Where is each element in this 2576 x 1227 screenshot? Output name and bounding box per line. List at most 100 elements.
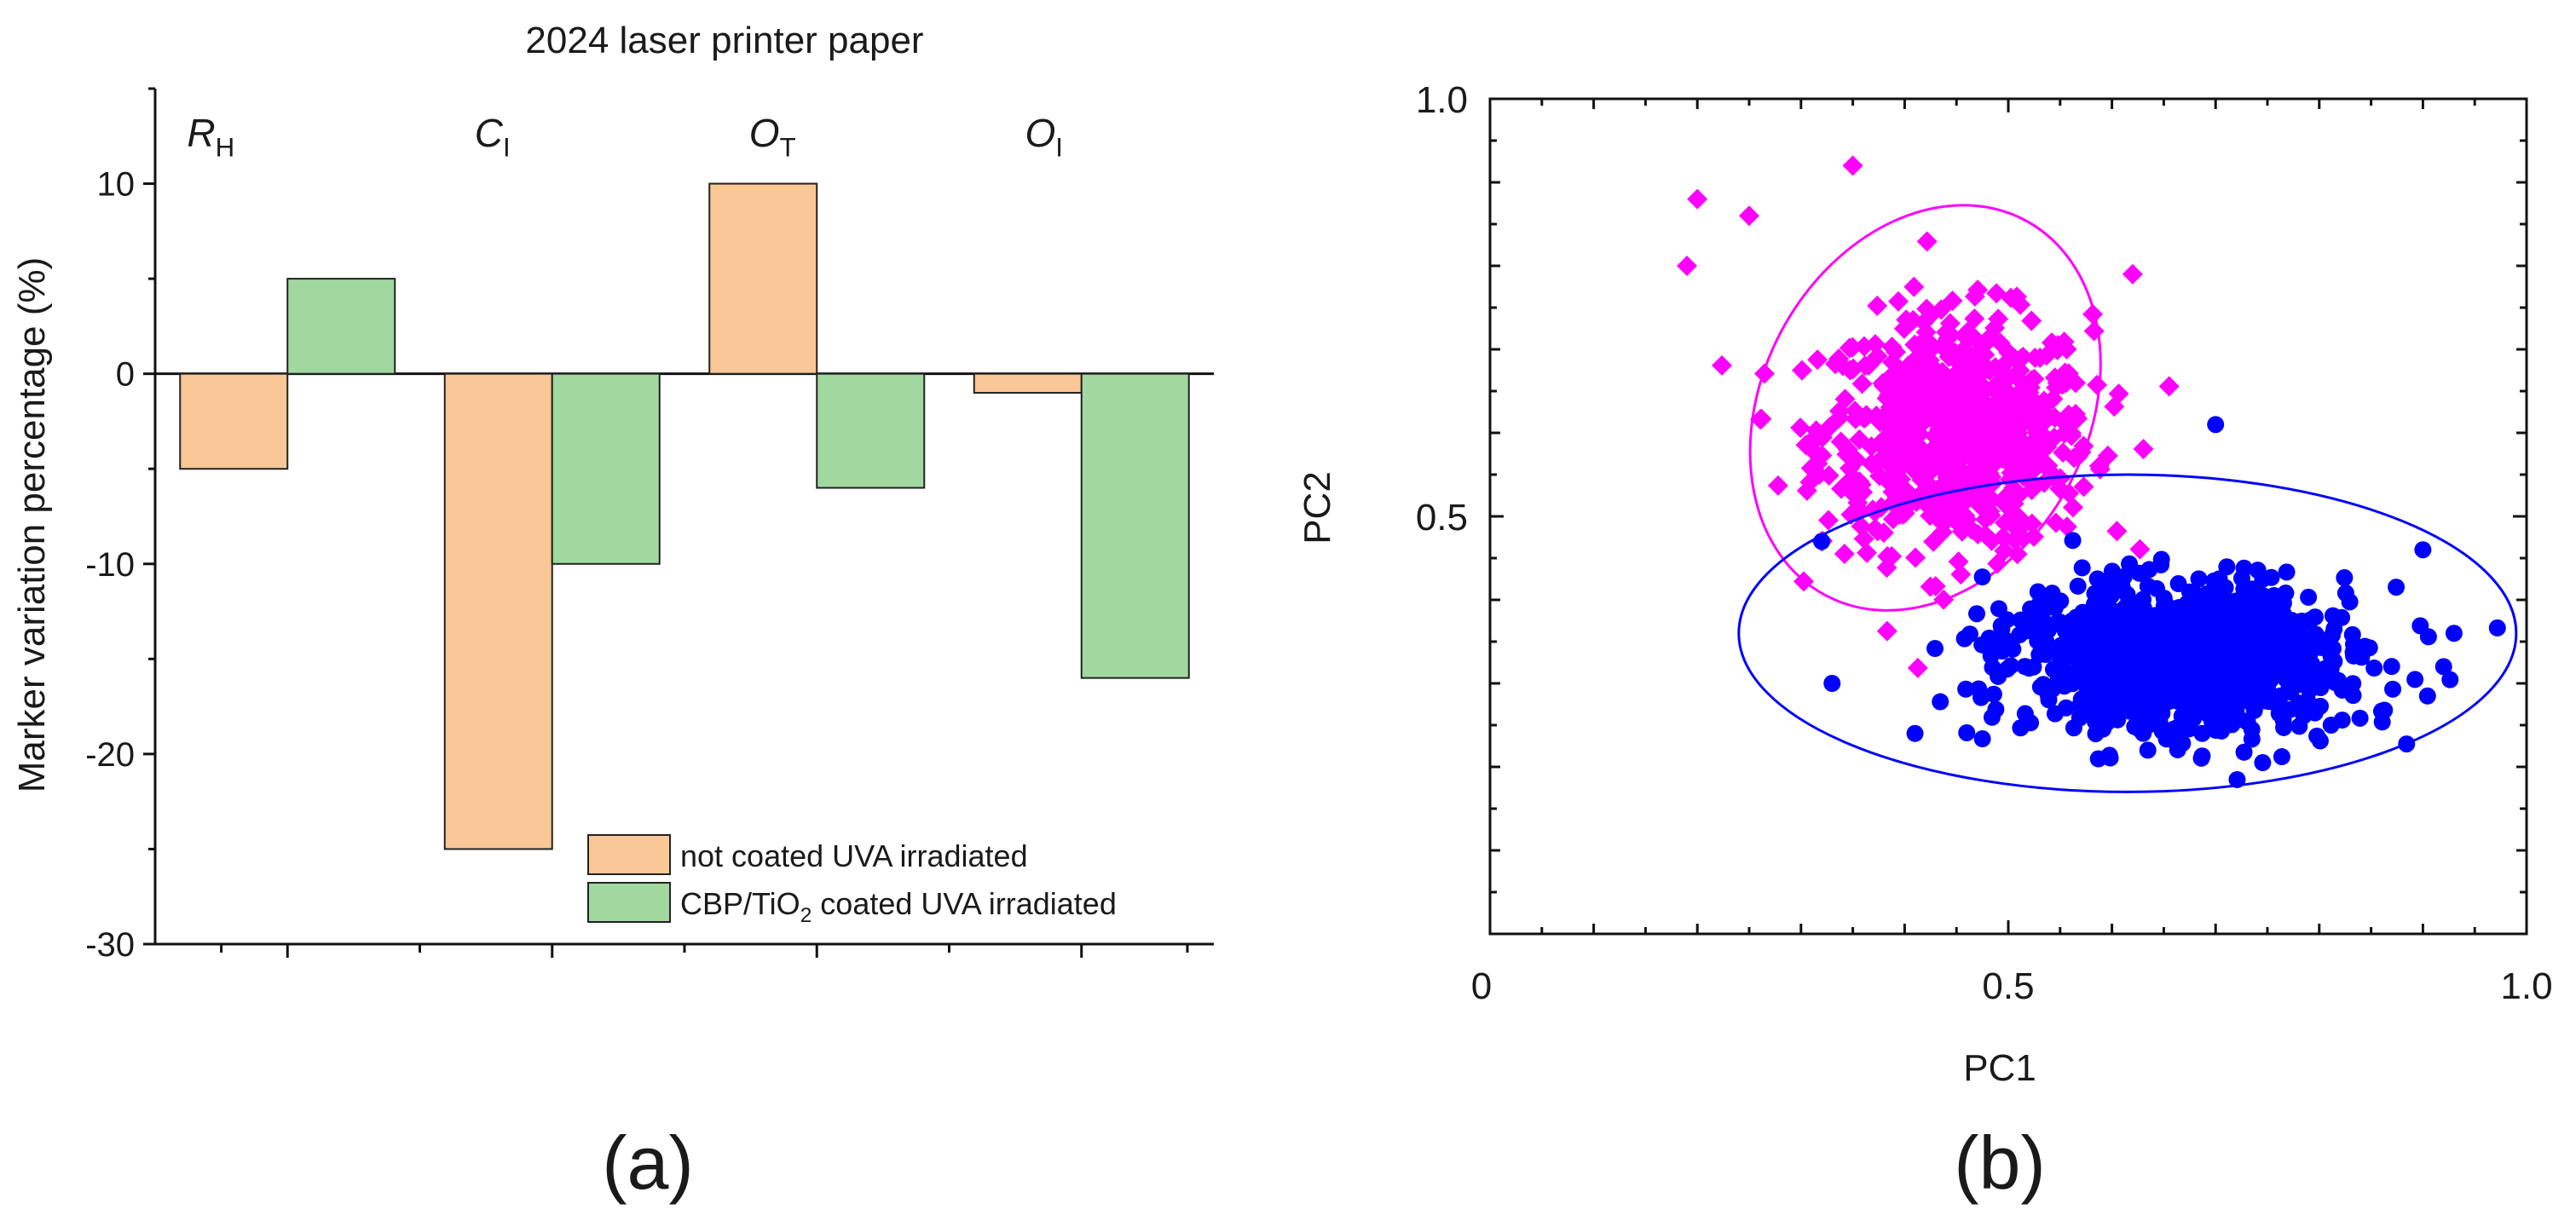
circle-point (2235, 559, 2253, 577)
y-axis-label-pc2: PC2 (1297, 471, 1338, 544)
diamond-point (2007, 485, 2029, 506)
diamond-point (1929, 435, 1950, 457)
circle-point (2069, 577, 2087, 595)
diamond-point (1987, 553, 2008, 574)
confidence-ellipse (1748, 204, 2102, 612)
circle-point (1992, 634, 2010, 652)
diamond-point (1817, 510, 1839, 531)
diamond-point (1961, 429, 1982, 450)
diamond-point (1834, 543, 1855, 564)
circle-point (2103, 562, 2121, 580)
diamond-point (2082, 303, 2104, 325)
circle-point (2336, 569, 2354, 587)
panel-label-b: (b) (1954, 1120, 2046, 1205)
circle-point (2250, 617, 2267, 635)
diamond-point (1964, 308, 1985, 329)
circle-point (1823, 675, 1841, 692)
circle-point (2154, 648, 2172, 665)
circle-point (1968, 605, 1986, 623)
circle-point (1998, 611, 2016, 629)
circle-point (2322, 660, 2340, 678)
diamond-point (1967, 279, 1989, 301)
series-circle (1813, 416, 2506, 788)
circle-point (2302, 611, 2320, 629)
diamond-point (1918, 352, 1939, 373)
diamond-point (1974, 344, 1996, 366)
diamond-point (1881, 545, 1903, 567)
diamond-point (1854, 355, 1875, 377)
circle-point (2121, 555, 2139, 573)
diamond-point (2021, 513, 2042, 534)
circle-point (2139, 741, 2157, 759)
diamond-point (1944, 342, 1966, 363)
diamond-point (1950, 564, 1972, 585)
diamond-point (1974, 524, 1996, 545)
diamond-point (2083, 320, 2105, 342)
diamond-point (1839, 458, 1860, 479)
circle-point (1957, 680, 1975, 698)
circle-point (2243, 721, 2261, 739)
diamond-point (1857, 542, 1878, 563)
diamond-point (1905, 547, 1926, 568)
diamond-point (1818, 464, 1840, 486)
circle-point (2100, 746, 2118, 764)
circle-point (2434, 658, 2452, 676)
diamond-point (1829, 400, 1851, 422)
diamond-point (1677, 256, 1698, 276)
diamond-point (2046, 377, 2067, 398)
circle-point (2154, 683, 2172, 700)
diamond-point (1840, 360, 1861, 381)
circle-point (1926, 640, 1944, 658)
circle-point (2227, 592, 2244, 610)
circle-point (2254, 754, 2272, 772)
circle-point (1906, 724, 1924, 742)
category-label: OI (1025, 111, 1063, 163)
bar-chart-panel: 2024 laser printer paper 10 0 -10 -20 -30 RH C… (11, 20, 1214, 1205)
diamond-point (2007, 395, 2028, 416)
diamond-point (1931, 299, 1952, 320)
series-diamond (1677, 155, 2180, 678)
circle-point (2441, 671, 2459, 688)
circle-point (2011, 626, 2029, 644)
diamond-point (1837, 439, 1858, 460)
y-axis-label: Marker variation percentage (%) (11, 257, 53, 792)
diamond-point (2000, 454, 2021, 475)
circle-point (2198, 585, 2216, 602)
circle-point (2290, 641, 2307, 659)
legend-swatch (587, 834, 671, 875)
circle-point (2128, 601, 2146, 619)
circle-point (2190, 570, 2208, 588)
diamond-point (1986, 283, 2007, 304)
circle-point (1961, 625, 1978, 643)
circle-point (2218, 558, 2236, 576)
circle-point (2094, 720, 2112, 738)
y-tick-label: -10 (85, 546, 135, 584)
circle-point (2046, 705, 2064, 723)
diamond-point (2087, 374, 2108, 395)
circle-point (2295, 707, 2313, 725)
circle-point (2208, 625, 2226, 642)
circle-point (2273, 748, 2290, 766)
diamond-point (1867, 295, 1888, 316)
circle-point (2351, 709, 2369, 727)
diamond-point (1800, 458, 1822, 479)
diamond-point (1882, 352, 1903, 373)
diamond-point (1969, 374, 1990, 395)
circle-point (2140, 645, 2158, 663)
legend-label: CBP/TiO2 coated UVA irradiated (680, 886, 1117, 927)
circle-point (2036, 632, 2054, 650)
circle-point (2192, 749, 2210, 767)
diamond-point (1996, 421, 2017, 442)
diamond-point (2036, 345, 2057, 366)
legend-swatch (587, 882, 671, 923)
circle-point (2281, 700, 2299, 718)
diamond-point (1916, 298, 1938, 320)
diamond-point (1915, 376, 1937, 397)
circle-point (2323, 626, 2341, 644)
diamond-point (1893, 318, 1915, 339)
diamond-point (2133, 438, 2154, 459)
circle-point (2085, 614, 2103, 632)
diamond-point (2104, 396, 2125, 418)
circle-point (1990, 667, 2007, 685)
